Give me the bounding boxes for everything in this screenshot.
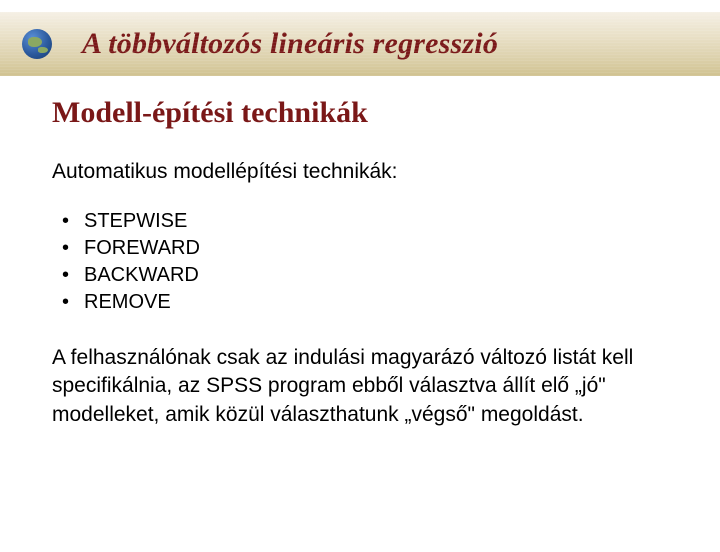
list-item: BACKWARD [62,262,668,289]
slide-title: A többváltozós lineáris regresszió [82,27,498,61]
body-paragraph: A felhasználónak csak az indulási magyar… [52,344,668,429]
slide-content: Modell-építési technikák Automatikus mod… [0,76,720,429]
header-band: A többváltozós lineáris regresszió [0,12,720,76]
slide-subtitle: Modell-építési technikák [52,96,668,130]
globe-icon [22,29,52,59]
list-item: REMOVE [62,289,668,316]
technique-list: STEPWISE FOREWARD BACKWARD REMOVE [62,208,668,316]
list-item: STEPWISE [62,208,668,235]
list-item: FOREWARD [62,235,668,262]
intro-text: Automatikus modellépítési technikák: [52,160,668,184]
